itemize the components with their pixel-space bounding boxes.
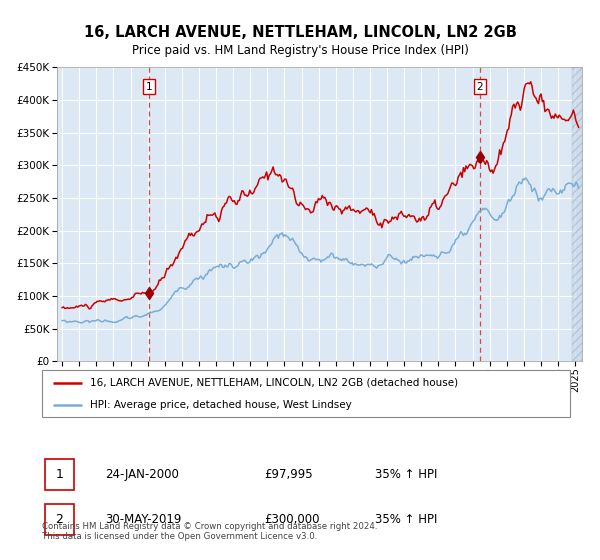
Text: 16, LARCH AVENUE, NETTLEHAM, LINCOLN, LN2 2GB: 16, LARCH AVENUE, NETTLEHAM, LINCOLN, LN…	[83, 25, 517, 40]
Text: 2: 2	[476, 82, 483, 92]
Text: 1: 1	[146, 82, 152, 92]
Text: 1: 1	[55, 468, 63, 481]
FancyBboxPatch shape	[42, 370, 570, 417]
Text: HPI: Average price, detached house, West Lindsey: HPI: Average price, detached house, West…	[89, 400, 351, 410]
FancyBboxPatch shape	[44, 459, 74, 490]
Text: 2: 2	[55, 513, 63, 526]
Text: 24-JAN-2000: 24-JAN-2000	[106, 468, 179, 481]
Text: Contains HM Land Registry data © Crown copyright and database right 2024.
This d: Contains HM Land Registry data © Crown c…	[42, 522, 377, 542]
Text: £300,000: £300,000	[264, 513, 319, 526]
Text: 16, LARCH AVENUE, NETTLEHAM, LINCOLN, LN2 2GB (detached house): 16, LARCH AVENUE, NETTLEHAM, LINCOLN, LN…	[89, 378, 458, 388]
Text: £97,995: £97,995	[264, 468, 313, 481]
Text: 35% ↑ HPI: 35% ↑ HPI	[374, 513, 437, 526]
Bar	[572, 67, 582, 361]
FancyBboxPatch shape	[44, 504, 74, 535]
Text: 30-MAY-2019: 30-MAY-2019	[106, 513, 182, 526]
Text: 35% ↑ HPI: 35% ↑ HPI	[374, 468, 437, 481]
Text: Price paid vs. HM Land Registry's House Price Index (HPI): Price paid vs. HM Land Registry's House …	[131, 44, 469, 57]
